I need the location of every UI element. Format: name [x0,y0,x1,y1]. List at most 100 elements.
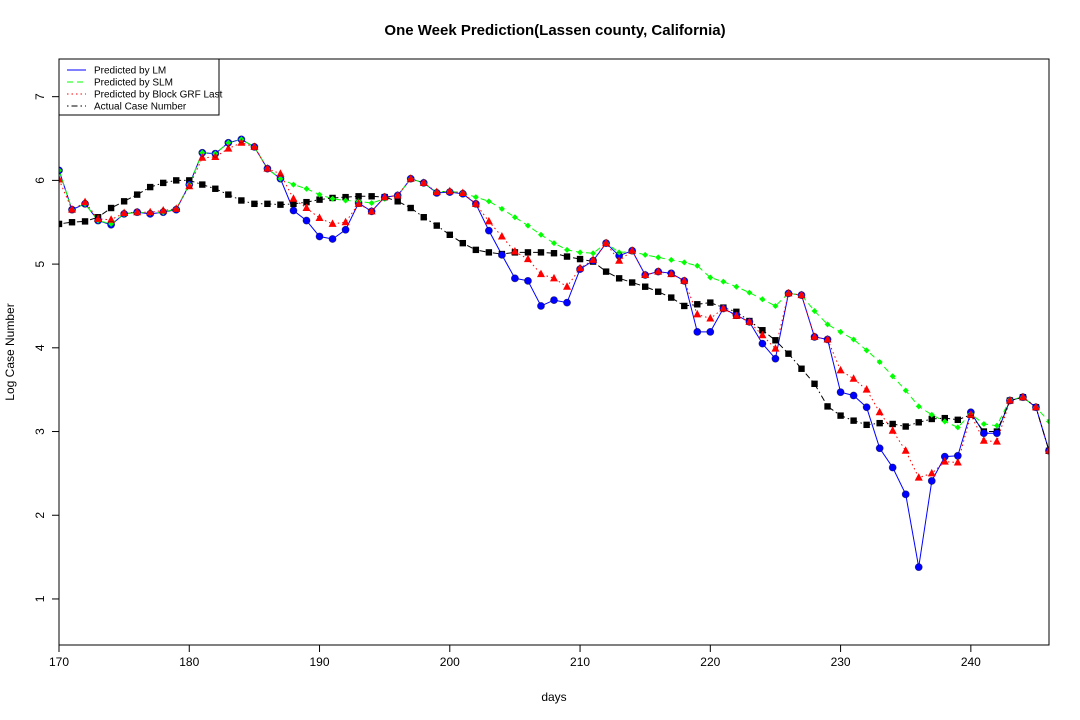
data-point-outline-62 [862,403,871,412]
plot-frame [58,58,1050,646]
data-point-outline-71 [979,429,988,438]
data-point-s2-28 [419,178,428,186]
data-point-outline-10 [185,180,194,189]
y-tick-label-0: 1 [33,595,47,602]
data-point-outline-33 [484,226,493,235]
data-point-outline-40 [576,265,584,274]
data-point-s2-36 [523,254,532,263]
data-point-s0-22 [341,226,350,234]
data-point-s1-34 [498,205,505,212]
data-point-s1-32 [472,194,479,201]
data-point-outline-55 [771,354,780,363]
legend-label-2: Predicted by Block GRF Last [94,90,223,101]
x-tick-label-0: 170 [49,655,69,669]
data-point-s3-32 [472,246,480,254]
data-point-s1-17 [277,175,284,182]
data-point-s2-35 [510,247,519,255]
data-point-s1-11 [199,149,206,156]
data-point-s3-68 [941,414,948,422]
data-point-s3-59 [824,403,831,410]
data-point-outline-11 [198,148,207,157]
data-point-s0-64 [889,463,897,472]
x-axis-label: days [541,690,566,704]
data-point-s2-21 [328,219,337,227]
data-point-outline-38 [550,296,558,304]
data-point-s1-59 [824,321,831,328]
data-point-outline-2 [81,199,89,208]
data-point-outline-50 [706,328,715,336]
data-point-s2-48 [680,276,689,284]
series-line-1 [59,138,1049,428]
data-point-s3-46 [655,288,662,295]
data-point-s1-55 [772,302,779,309]
data-point-s2-75 [1031,402,1040,411]
data-point-s1-13 [225,139,232,146]
data-point-s1-46 [655,254,662,261]
data-point-outline-3 [94,216,102,225]
data-point-s2-31 [458,188,467,196]
data-point-s2-23 [354,199,363,207]
data-point-outline-67 [927,477,936,485]
data-point-s3-24 [368,193,375,200]
data-point-s2-72 [992,437,1001,445]
data-point-s2-51 [719,303,728,312]
legend-label-1: Predicted by SLM [94,78,173,89]
data-point-s0-35 [511,274,519,282]
data-point-s2-64 [888,426,897,434]
data-point-outline-52 [732,311,741,320]
data-point-s3-27 [407,204,414,212]
data-point-outline-32 [471,199,480,208]
data-point-s3-18 [290,200,297,208]
data-point-s1-22 [342,197,349,204]
data-point-s0-50 [706,328,714,336]
data-point-outline-61 [849,391,858,400]
data-point-s2-0 [59,175,63,183]
data-point-s3-0 [59,220,63,228]
data-point-s3-36 [524,249,532,256]
data-point-s0-18 [289,206,298,215]
data-point-s3-15 [251,200,258,208]
data-point-outline-37 [537,302,545,310]
data-point-s2-52 [732,311,741,320]
data-point-s3-16 [264,200,271,208]
data-point-s0-21 [328,235,337,243]
data-point-s1-64 [889,373,896,380]
data-point-s1-20 [316,191,323,198]
y-tick-label-3: 4 [33,344,47,351]
y-tick-label-4: 5 [33,260,47,267]
x-tick-label-3: 200 [440,655,460,669]
data-point-s2-12 [211,152,220,160]
data-point-s3-37 [537,249,545,256]
data-point-outline-6 [133,208,142,217]
data-point-s3-43 [615,275,623,282]
data-point-outline-68 [940,452,949,461]
data-point-outline-23 [354,199,363,207]
data-point-s3-10 [186,177,193,184]
data-point-s0-65 [902,490,910,498]
data-point-s1-49 [694,262,701,269]
data-point-s1-18 [290,181,297,188]
data-point-s1-65 [902,387,909,394]
data-point-s0-67 [928,477,936,485]
data-point-s1-52 [733,283,740,290]
data-point-s3-28 [420,214,427,221]
data-point-outline-20 [315,232,324,241]
data-point-s0-72 [993,429,1001,437]
data-point-outline-18 [289,206,298,215]
x-tick-label-5: 220 [700,655,720,669]
data-point-s2-50 [706,314,715,322]
data-point-outline-29 [432,189,441,197]
data-point-s3-9 [173,177,180,184]
data-point-s2-16 [263,164,272,172]
data-point-s0-19 [302,216,311,225]
data-point-s2-40 [576,263,585,272]
data-point-outline-43 [615,251,624,260]
data-point-s2-73 [1005,396,1014,404]
data-point-s1-76 [1046,418,1049,425]
data-point-s3-31 [459,239,467,247]
data-point-outline-48 [680,276,689,285]
data-point-s1-45 [642,251,649,258]
data-point-outline-31 [458,189,467,198]
data-point-outline-73 [1006,396,1014,405]
